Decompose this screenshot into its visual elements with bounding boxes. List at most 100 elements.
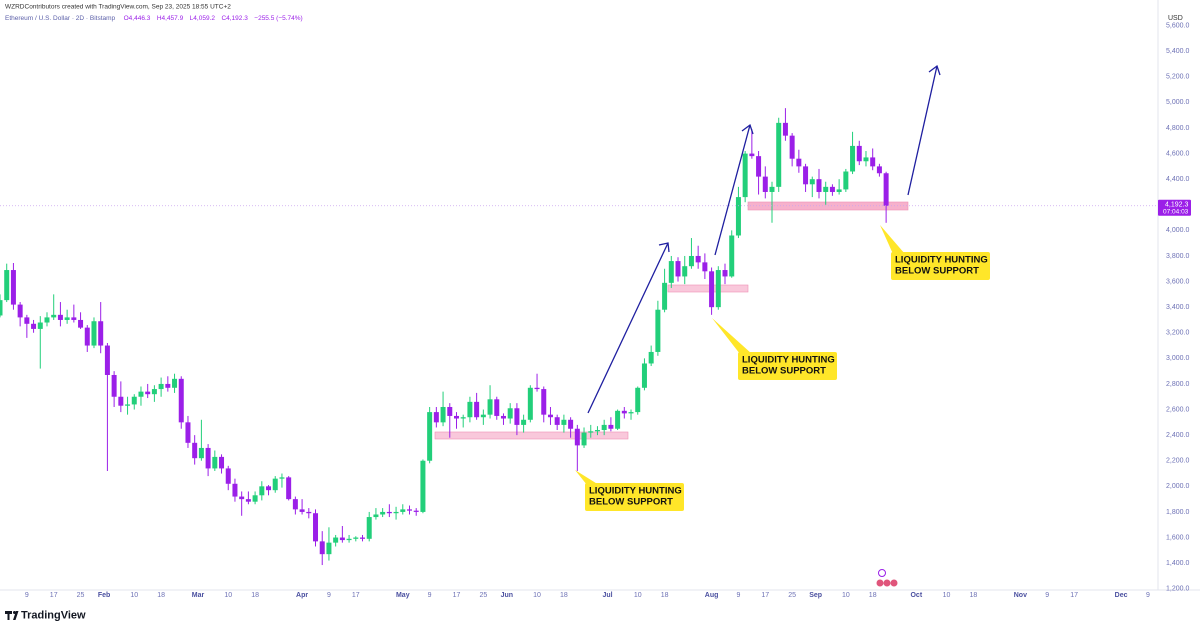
- candle-body: [883, 173, 889, 206]
- candle-body: [823, 186, 829, 192]
- candle-body: [789, 135, 795, 159]
- event-icon: [878, 569, 886, 577]
- candle-body: [333, 537, 339, 543]
- candle-body: [131, 396, 137, 405]
- x-tick-label: 17: [50, 592, 58, 599]
- candle-body: [57, 314, 63, 320]
- candle-body: [507, 408, 513, 419]
- candle-body: [601, 424, 607, 431]
- candle-body: [742, 153, 748, 198]
- candle-body: [615, 410, 621, 429]
- candle-body: [104, 345, 110, 375]
- candle-body: [850, 145, 856, 172]
- countdown: 07:04:03: [1163, 208, 1189, 215]
- candle-body: [756, 156, 762, 177]
- y-tick-label: 4,800.0: [1166, 125, 1189, 132]
- candle-body: [125, 404, 131, 406]
- x-tick-label: Mar: [192, 592, 205, 599]
- x-tick-label: Apr: [296, 592, 308, 599]
- candle-body: [608, 424, 614, 429]
- candle-body: [306, 511, 312, 514]
- y-tick-label: 3,200.0: [1166, 330, 1189, 337]
- candle-body: [10, 270, 16, 305]
- y-tick-label: 4,400.0: [1166, 176, 1189, 183]
- x-tick-label: 9: [428, 592, 432, 599]
- candle-body: [299, 509, 305, 512]
- candle-body: [98, 321, 104, 346]
- last-price-tag: [1158, 199, 1191, 216]
- candle-body: [212, 456, 218, 469]
- callout-text: BELOW SUPPORT: [895, 266, 979, 277]
- logo-dot: [13, 611, 16, 614]
- candle-body: [440, 406, 446, 423]
- x-tick-label: 9: [736, 592, 740, 599]
- low-value: L4,059.2: [190, 15, 216, 22]
- candle-body: [225, 468, 231, 484]
- candle-body: [427, 412, 433, 461]
- x-tick-label: 17: [453, 592, 461, 599]
- event-icon: [876, 579, 884, 587]
- candle-body: [266, 486, 272, 491]
- x-tick-label: 10: [130, 592, 138, 599]
- candle-body: [494, 399, 500, 416]
- candle-body: [574, 428, 580, 446]
- candle-body: [406, 509, 412, 511]
- event-icon: [890, 579, 898, 587]
- candle-body: [386, 511, 392, 514]
- event-icons: [876, 569, 898, 587]
- y-tick-label: 1,400.0: [1166, 560, 1189, 567]
- x-tick-label: 25: [77, 592, 85, 599]
- candle-body: [279, 477, 285, 479]
- candle-body: [165, 383, 171, 388]
- symbol: Ethereum / U.S. Dollar · 2D · Bitstamp: [5, 15, 116, 22]
- y-tick-label: 2,600.0: [1166, 406, 1189, 413]
- candle-body: [769, 186, 775, 192]
- candle-body: [628, 412, 634, 414]
- candle-body: [641, 363, 647, 388]
- candle-body: [145, 391, 151, 395]
- y-tick-label: 5,200.0: [1166, 74, 1189, 81]
- candle-body: [682, 266, 688, 277]
- candle-body: [252, 495, 258, 502]
- candle-body: [541, 389, 547, 415]
- symbol-legend: Ethereum / U.S. Dollar · 2D · Bitstamp O…: [5, 9, 303, 26]
- arrow-head: [741, 123, 754, 135]
- candle-body: [51, 314, 57, 318]
- candle-body: [843, 171, 849, 190]
- candle-body: [239, 496, 245, 500]
- y-tick-label: 2,800.0: [1166, 381, 1189, 388]
- currency: USD: [1168, 15, 1183, 22]
- candle-body: [198, 447, 204, 459]
- candle-body: [346, 538, 352, 541]
- candle-body: [272, 478, 278, 491]
- x-tick-label: Oct: [910, 592, 922, 599]
- candle-body: [453, 415, 459, 419]
- candle-body: [547, 414, 553, 418]
- x-tick-label: 9: [1146, 592, 1150, 599]
- candle-body: [373, 514, 379, 518]
- candle-body: [353, 537, 359, 539]
- y-tick-label: 3,800.0: [1166, 253, 1189, 260]
- candle-body: [64, 317, 70, 320]
- candle-body: [400, 509, 406, 512]
- candle-body: [178, 378, 184, 423]
- candle-body: [37, 322, 43, 329]
- x-tick-label: 25: [788, 592, 796, 599]
- callout-pointer: [712, 318, 752, 354]
- candle-body: [259, 486, 265, 496]
- callout-text: BELOW SUPPORT: [742, 366, 826, 377]
- y-tick-label: 3,400.0: [1166, 304, 1189, 311]
- candle-body: [722, 270, 728, 277]
- candle-body: [829, 186, 835, 192]
- candle-body: [695, 255, 701, 263]
- callout-text: LIQUIDITY HUNTING: [589, 486, 682, 497]
- candle-body: [534, 387, 540, 390]
- candle-body: [460, 417, 466, 419]
- candle-body: [729, 235, 735, 277]
- support-zone: [434, 431, 629, 440]
- logo: TradingView: [5, 609, 86, 621]
- candle-body: [339, 537, 345, 541]
- candle-body: [292, 499, 298, 510]
- candle-body: [762, 176, 768, 192]
